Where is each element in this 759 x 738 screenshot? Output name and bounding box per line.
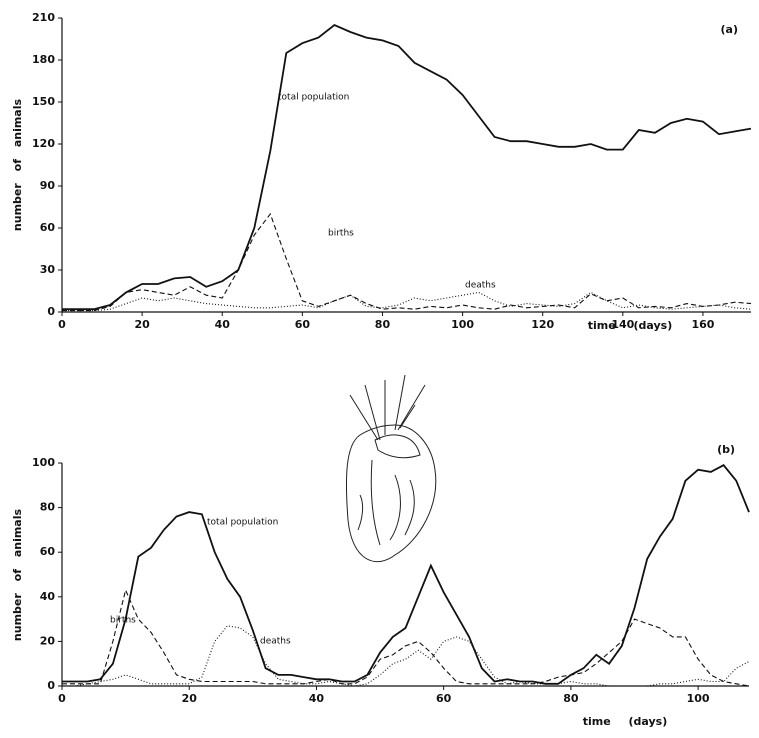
panel-label: (b) <box>717 443 735 456</box>
x-tick-label: 60 <box>436 692 452 705</box>
y-tick-label: 40 <box>40 590 56 603</box>
series-line <box>62 625 750 687</box>
series-line <box>62 464 750 685</box>
x-axis-label: time (days) <box>583 715 668 728</box>
series-label: total population <box>207 518 278 528</box>
x-tick-label: 20 <box>182 692 198 705</box>
panel: 0 30 60 90 120 150 180 210 0 20 40 60 80 100 120 140 160… <box>11 11 752 332</box>
series-line <box>62 291 752 312</box>
y-axis-label: number of animals <box>11 98 24 231</box>
series-label: births <box>328 229 354 239</box>
x-tick-label: 20 <box>134 318 150 331</box>
series-label: total population <box>278 93 349 103</box>
x-tick-label: 0 <box>58 692 66 705</box>
panel: 0 20 40 60 80 100 0 20 40 60 80 100 (b) time (days) nu… <box>11 443 750 728</box>
panel-label: (a) <box>721 23 738 36</box>
series-label: deaths <box>465 281 496 291</box>
x-tick-label: 80 <box>563 692 579 705</box>
y-tick-label: 20 <box>40 634 56 647</box>
y-axis-label: number of animals <box>11 508 24 641</box>
y-tick-label: 90 <box>40 179 56 192</box>
y-tick-label: 60 <box>40 545 56 558</box>
x-tick-label: 100 <box>687 692 710 705</box>
series-line <box>62 588 750 687</box>
x-tick-label: 160 <box>691 318 714 331</box>
x-tick-label: 0 <box>58 318 66 331</box>
x-axis-label: time (days) <box>588 319 673 332</box>
x-tick-label: 60 <box>295 318 311 331</box>
x-tick-label: 40 <box>215 318 231 331</box>
y-tick-label: 120 <box>32 137 55 150</box>
y-tick-label: 150 <box>32 95 55 108</box>
x-tick-label: 80 <box>375 318 391 331</box>
x-tick-label: 120 <box>531 318 554 331</box>
y-tick-label: 100 <box>32 456 55 469</box>
daphnia-illustration <box>345 374 437 563</box>
y-tick-label: 180 <box>32 53 55 66</box>
x-tick-label: 40 <box>309 692 325 705</box>
series-line <box>62 212 752 312</box>
series-label: births <box>110 616 136 626</box>
y-tick-label: 0 <box>47 679 55 692</box>
y-tick-label: 80 <box>40 501 56 514</box>
series-label: deaths <box>260 637 291 647</box>
x-tick-label: 140 <box>611 318 634 331</box>
series-line <box>62 23 752 311</box>
y-tick-label: 210 <box>32 11 55 24</box>
y-tick-label: 0 <box>47 305 55 318</box>
x-tick-label: 100 <box>451 318 474 331</box>
y-tick-label: 30 <box>40 263 56 276</box>
y-tick-label: 60 <box>40 221 56 234</box>
